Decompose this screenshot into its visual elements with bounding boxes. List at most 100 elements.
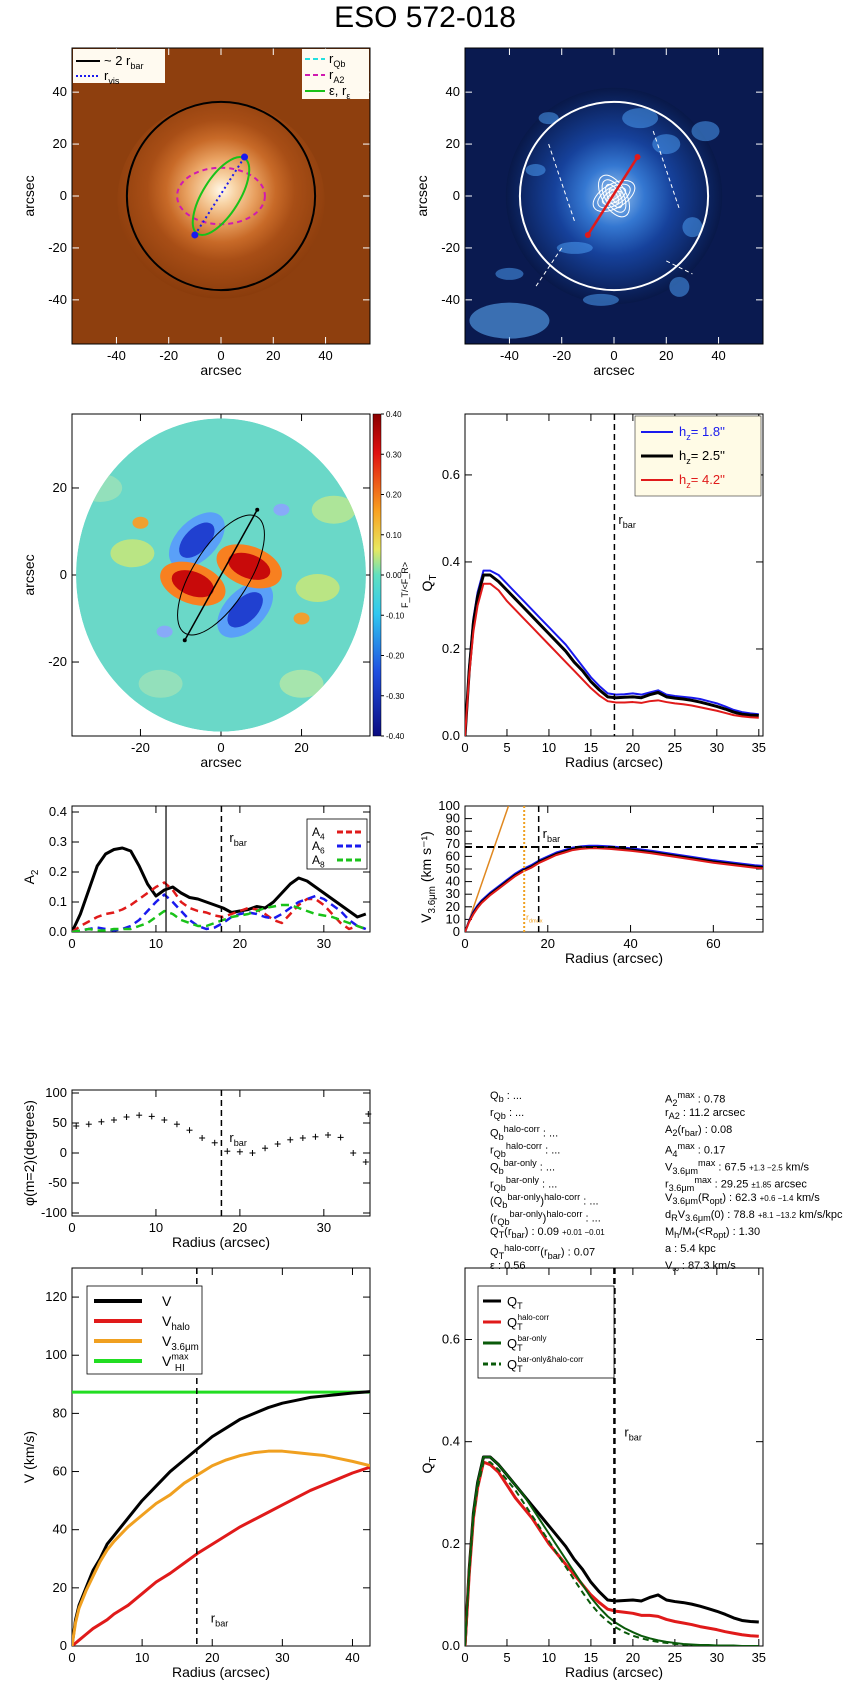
colorbar-tick-label: 0.10 xyxy=(386,531,402,540)
parameter-row: V∞ : 87.3 km/s xyxy=(665,1260,736,1275)
y-axis-label: arcsec xyxy=(21,554,37,595)
y-tick-label: 60 xyxy=(53,1464,67,1479)
colorbar-tick-label: -0.30 xyxy=(386,692,405,701)
colorbar-tick-label: 0.20 xyxy=(386,491,402,500)
torque-blob xyxy=(279,669,324,698)
parameter-row: rQbhalo-corr : ... xyxy=(490,1141,561,1159)
x-axis-label: Radius (arcsec) xyxy=(172,1234,270,1250)
x-tick-label: 20 xyxy=(626,1650,640,1665)
parameter-row: A2(rbar) : 0.08 xyxy=(665,1124,733,1139)
y-tick-label: 0.2 xyxy=(442,641,460,656)
legend-label: Vmax HI xyxy=(162,1352,189,1374)
legend-box xyxy=(73,49,165,83)
y-tick-label: 0.2 xyxy=(49,864,67,879)
x-axis-label: Radius (arcsec) xyxy=(172,1664,270,1680)
x-axis-label: Radius (arcsec) xyxy=(565,950,663,966)
y-tick-label: 30 xyxy=(446,886,460,901)
residual-blob xyxy=(691,121,720,142)
legend-label: ~ 2 rbar xyxy=(104,53,144,71)
y-axis-label: QT xyxy=(419,1457,439,1474)
colorbar-tick-label: -0.20 xyxy=(386,652,405,661)
y-tick-label: 0.2 xyxy=(442,1536,460,1551)
torque-lobe-inner xyxy=(179,522,215,558)
qt-halo-series-line xyxy=(465,1455,759,1646)
y-tick-label: 0.0 xyxy=(442,1638,460,1653)
y-axis-label: QT xyxy=(419,575,439,592)
torque-blob xyxy=(78,473,123,502)
colorbar-tick-label: -0.40 xyxy=(386,732,405,741)
qt-halo-series-line xyxy=(465,1460,759,1646)
x-tick-label: 30 xyxy=(710,740,724,755)
qt-halo-series-line xyxy=(465,1456,759,1646)
contour-line xyxy=(598,174,630,218)
y-axis-label: V3.6μm (km s⁻¹) xyxy=(418,831,438,923)
y-tick-label: 0.3 xyxy=(49,834,67,849)
x-tick-label: 25 xyxy=(668,1650,682,1665)
rdmax-label: rdmax xyxy=(526,913,543,924)
x-tick-label: 20 xyxy=(294,740,308,755)
y-tick-label: -100 xyxy=(41,1205,67,1220)
bar-line xyxy=(586,156,639,236)
x-axis-label: Radius (arcsec) xyxy=(565,754,663,770)
parameter-row: rQb : ... xyxy=(490,1107,525,1122)
qt-series-line xyxy=(465,569,759,736)
x-tick-label: 40 xyxy=(711,348,725,363)
y-tick-label: 0.0 xyxy=(442,728,460,743)
y-tick-label: 120 xyxy=(45,1289,67,1304)
y-tick-label: 50 xyxy=(446,861,460,876)
chart-qt_hz: 0 5 10 15 20 25 30 35 0.0 0.2 0.4 0.6 Radius (arcsec… xyxy=(419,413,766,770)
colorbar-tick-label: 0.30 xyxy=(386,450,402,459)
x-tick-label: 0 xyxy=(461,740,468,755)
y-tick-label: 20 xyxy=(446,899,460,914)
x-tick-label: 20 xyxy=(541,936,555,951)
x-tick-label: 5 xyxy=(503,740,510,755)
plot-frame xyxy=(464,47,764,345)
torque-blob xyxy=(273,503,290,516)
a-series-line xyxy=(72,881,367,932)
x-tick-label: 20 xyxy=(233,1220,247,1235)
residual-blob xyxy=(652,134,681,155)
x-tick-label: 30 xyxy=(317,1220,331,1235)
y-tick-label: 0.1 xyxy=(49,894,67,909)
x-tick-label: 20 xyxy=(659,348,673,363)
contour-line xyxy=(597,183,631,209)
circle-2rbar xyxy=(518,100,710,292)
residual-blob xyxy=(556,241,593,254)
y-tick-label: 0.6 xyxy=(442,1332,460,1347)
parameter-row: a : 5.4 kpc xyxy=(665,1243,716,1255)
residual-blob xyxy=(495,267,524,280)
parameter-row: Qbbar-only : ... xyxy=(490,1158,556,1176)
x-tick-label: 40 xyxy=(345,1650,359,1665)
legend-label: QTbar-only xyxy=(507,1334,547,1353)
chart-torque_map: -20 0 20 -20 0 20 arcsec arcsec 0.40 0.30 0.20 0.10… xyxy=(21,410,410,770)
x-tick-label: 0 xyxy=(461,1650,468,1665)
chart-orange_image: -40 -20 0 20 40 -40 -20 0 20 40 arcsec arcsec ~ 2 rb… xyxy=(21,47,371,378)
parameter-table: Qb : ... rQb : ... Qbhalo-corr : ... rQbhal… xyxy=(490,1090,843,1290)
contour-line xyxy=(606,190,622,202)
legend-label: Vhalo xyxy=(162,1313,190,1333)
colorbar-tick-label: 0.00 xyxy=(386,571,402,580)
y-tick-label: 100 xyxy=(438,798,460,813)
inner-slope-line xyxy=(465,806,510,932)
x-tick-label: 30 xyxy=(275,1650,289,1665)
x-tick-label: 20 xyxy=(233,936,247,951)
colorbar-tick-label: 0.40 xyxy=(386,410,402,419)
y-tick-label: 0 xyxy=(60,1145,67,1160)
y-tick-label: 0.4 xyxy=(442,554,460,569)
qt-halo-series-line xyxy=(465,1461,759,1646)
legend-label: hz= 1.8'' xyxy=(679,424,725,442)
x-tick-label: 10 xyxy=(542,740,556,755)
y-tick-label: 80 xyxy=(53,1405,67,1420)
parameter-row: r3.6μmmax : 29.25 ±1.85 arcsec xyxy=(665,1175,807,1193)
chart-blue_image: -40 -20 0 20 40 -40 -20 0 20 40 arcsec arcsec xyxy=(414,47,764,378)
series-group xyxy=(72,846,367,932)
y-tick-label: 0.4 xyxy=(49,804,67,819)
parameter-row: QT(rbar) : 0.09 +0.01 −0.01 xyxy=(490,1226,605,1241)
contour-line xyxy=(592,180,636,213)
y-tick-label: 40 xyxy=(53,1522,67,1537)
residual-blob xyxy=(469,302,550,339)
bar-endpoint xyxy=(255,507,260,512)
qt-series-line xyxy=(465,573,759,736)
